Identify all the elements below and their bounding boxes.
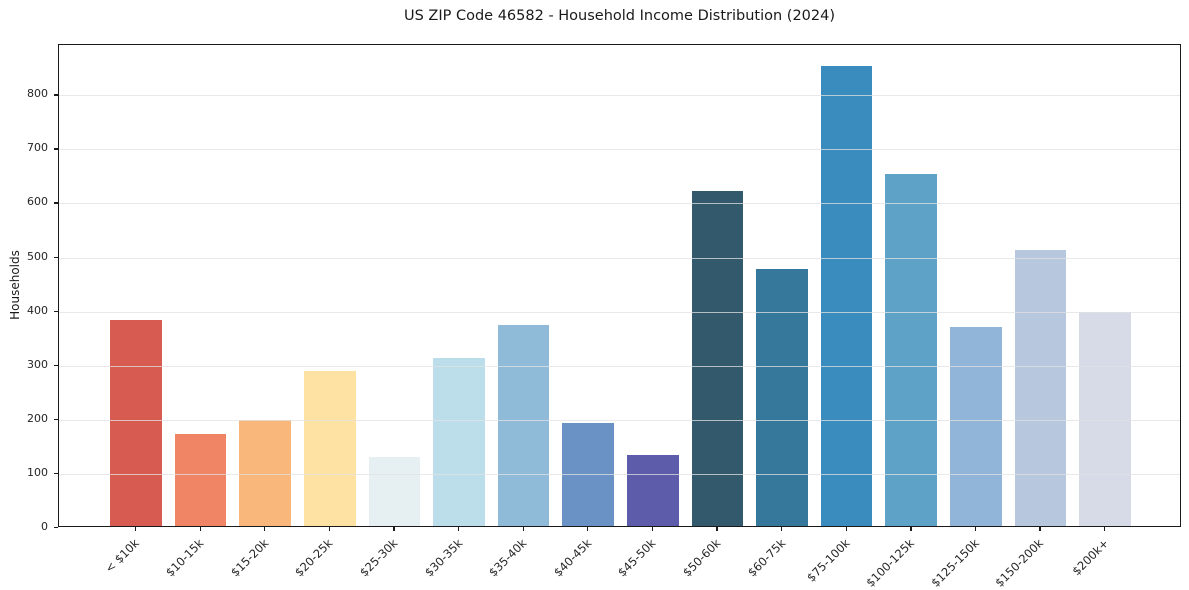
x-tick-mark — [264, 527, 266, 531]
x-tick-mark — [134, 527, 137, 531]
y-tick-label: 200 — [27, 411, 48, 425]
bar-$75-100k — [820, 65, 873, 526]
gridline — [59, 203, 1180, 205]
y-tick-mark — [54, 202, 58, 204]
gridline — [59, 149, 1180, 151]
y-tick-label: 300 — [27, 357, 48, 371]
y-tick-label: 0 — [41, 520, 48, 533]
x-tick-mark — [716, 527, 718, 531]
x-tick-mark — [587, 527, 589, 531]
bar-$60-75k — [756, 268, 808, 526]
bar-$20-25k — [303, 371, 356, 526]
x-tick-mark — [1104, 527, 1106, 531]
plot-area — [58, 44, 1181, 527]
x-tick-mark — [1039, 527, 1041, 531]
y-tick-label: 600 — [27, 195, 48, 209]
y-tick-mark — [54, 94, 58, 96]
bar-$30-35k — [433, 358, 485, 526]
x-tick-mark — [522, 527, 524, 531]
y-tick-mark — [54, 527, 58, 529]
y-tick-label: 800 — [27, 87, 48, 101]
x-tick-mark — [781, 527, 783, 531]
bar-$45-50k — [626, 455, 679, 526]
gridline — [59, 473, 1180, 475]
bar-$25-30k — [368, 457, 421, 526]
gridline — [59, 365, 1180, 367]
grid-layer — [59, 45, 1180, 526]
x-tick-mark — [328, 527, 331, 531]
y-tick-mark — [54, 256, 58, 258]
gridline — [59, 95, 1180, 97]
x-tick-mark — [910, 527, 912, 531]
bar-$100-125k — [885, 174, 938, 526]
bar-$35-40k — [497, 325, 550, 526]
x-tick-mark — [845, 527, 847, 531]
bars-layer — [59, 45, 1180, 526]
bar-$200k+ — [1079, 311, 1131, 526]
y-tick-mark — [54, 364, 58, 367]
x-tick-mark — [974, 527, 977, 531]
y-tick-mark — [54, 310, 58, 312]
y-tick-mark — [54, 148, 58, 150]
x-tick-mark — [651, 527, 654, 531]
x-tick-mark — [393, 527, 395, 531]
gridline — [59, 311, 1180, 313]
bar-< $10k — [110, 319, 162, 526]
bar-$125-150k — [950, 326, 1002, 526]
y-tick-mark — [54, 418, 58, 421]
bar-$10-15k — [174, 434, 227, 526]
y-tick-label: 400 — [27, 303, 48, 317]
gridline — [59, 419, 1180, 421]
y-tick-label: 500 — [27, 249, 48, 263]
y-tick-label: 700 — [27, 141, 48, 155]
bar-$15-20k — [239, 420, 291, 526]
chart-title: US ZIP Code 46582 - Household Income Dis… — [403, 8, 836, 24]
x-tick-mark — [199, 527, 201, 531]
y-tick-label: 100 — [27, 465, 48, 479]
y-tick-mark — [54, 472, 58, 475]
x-tick-mark — [457, 527, 460, 531]
bar-$150-200k — [1014, 249, 1067, 526]
gridline — [59, 257, 1180, 259]
bar-$50-60k — [691, 190, 744, 526]
